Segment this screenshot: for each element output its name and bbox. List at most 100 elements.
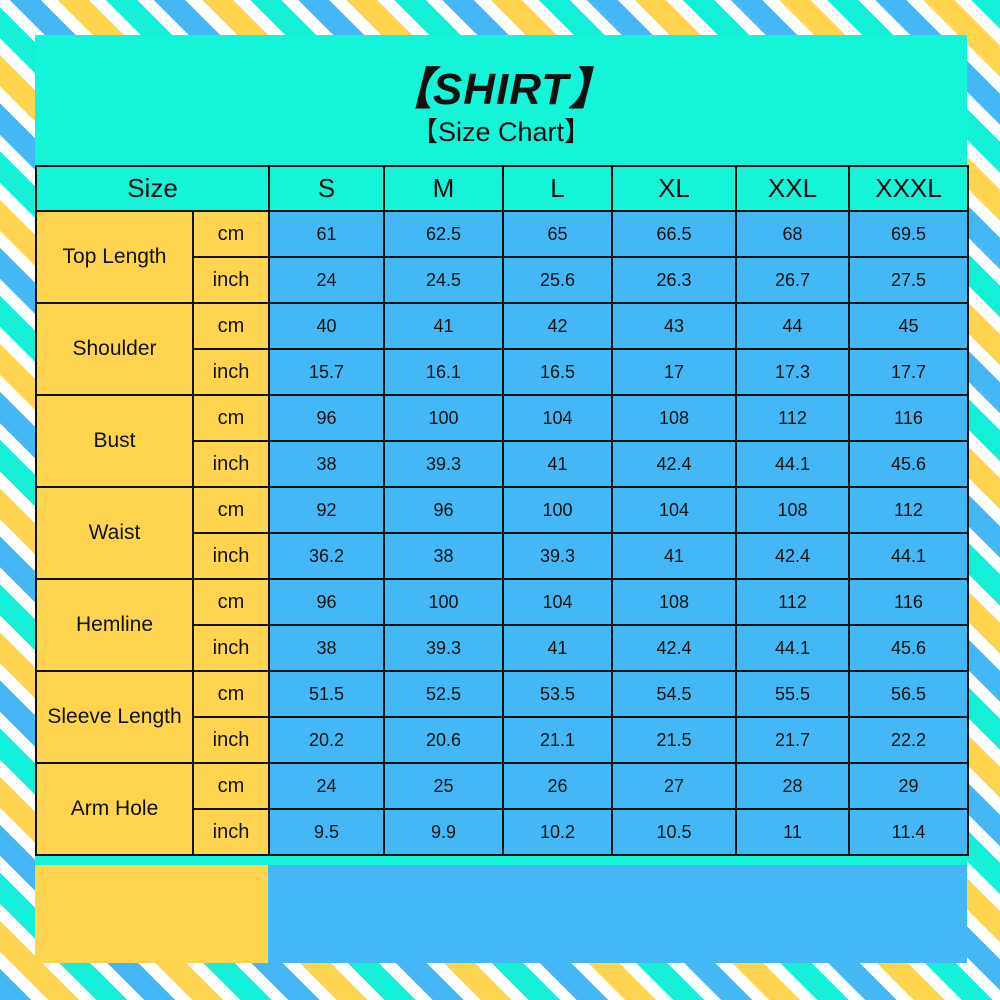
size-table: Size S M L XL XXL XXXL Top Length cm 61 62.5 65 66.… [35, 165, 969, 856]
value-cell: 24 [268, 762, 385, 810]
value-cell: 28 [735, 762, 850, 810]
size-header-s: S [268, 165, 385, 212]
measurement-label: Sleeve Length [35, 670, 194, 764]
value-cell: 108 [611, 394, 737, 442]
value-cell: 45 [848, 302, 969, 350]
value-cell: 96 [268, 394, 385, 442]
value-cell: 17.7 [848, 348, 969, 396]
value-cell: 68 [735, 210, 850, 258]
measurement-label: Shoulder [35, 302, 194, 396]
table-row: Bust cm 96 100 104 108 112 116 [35, 394, 969, 488]
value-cell: 9.9 [383, 808, 504, 856]
value-cell: 42.4 [611, 440, 737, 488]
unit-label: inch [192, 532, 270, 580]
value-cell: 29 [848, 762, 969, 810]
value-cell: 26 [502, 762, 613, 810]
value-cell: 104 [611, 486, 737, 534]
unit-label: cm [192, 302, 270, 350]
value-cell: 62.5 [383, 210, 504, 258]
header-row: Size S M L XL XXL XXXL [35, 165, 969, 212]
value-cell: 17.3 [735, 348, 850, 396]
value-cell: 9.5 [268, 808, 385, 856]
value-cell: 108 [611, 578, 737, 626]
value-cell: 45.6 [848, 440, 969, 488]
value-cell: 100 [383, 578, 504, 626]
value-cell: 45.6 [848, 624, 969, 672]
measurement-label: Arm Hole [35, 762, 194, 856]
value-cell: 104 [502, 578, 613, 626]
size-header-xl: XL [611, 165, 737, 212]
unit-label: inch [192, 348, 270, 396]
measurement-label: Bust [35, 394, 194, 488]
size-header: Size [35, 165, 270, 212]
unit-label: cm [192, 578, 270, 626]
table-row: Sleeve Length cm 51.5 52.5 53.5 54.5 55.5 56.5 [35, 670, 969, 764]
value-cell: 41 [383, 302, 504, 350]
value-cell: 27.5 [848, 256, 969, 304]
measurement-label: Top Length [35, 210, 194, 304]
footer-blue-block [268, 865, 967, 963]
value-cell: 42.4 [735, 532, 850, 580]
value-cell: 116 [848, 394, 969, 442]
value-cell: 112 [735, 394, 850, 442]
value-cell: 38 [383, 532, 504, 580]
value-cell: 21.7 [735, 716, 850, 764]
value-cell: 96 [268, 578, 385, 626]
value-cell: 56.5 [848, 670, 969, 718]
value-cell: 44.1 [848, 532, 969, 580]
value-cell: 10.2 [502, 808, 613, 856]
unit-label: inch [192, 440, 270, 488]
value-cell: 24 [268, 256, 385, 304]
value-cell: 16.5 [502, 348, 613, 396]
value-cell: 25.6 [502, 256, 613, 304]
value-cell: 22.2 [848, 716, 969, 764]
table-row: inch 24 24.5 25.6 26.3 26.7 27.5 [36, 256, 969, 304]
table-row: inch 36.2 38 39.3 41 42.4 44.1 [36, 532, 969, 580]
value-cell: 44 [735, 302, 850, 350]
value-cell: 26.7 [735, 256, 850, 304]
value-cell: 38 [268, 440, 385, 488]
unit-label: cm [192, 762, 270, 810]
table-row: inch 38 39.3 41 42.4 44.1 45.6 [36, 624, 969, 672]
size-header-l: L [502, 165, 613, 212]
unit-label: inch [192, 808, 270, 856]
unit-label: cm [192, 394, 270, 442]
value-cell: 17 [611, 348, 737, 396]
table-row: inch 38 39.3 41 42.4 44.1 45.6 [36, 440, 969, 488]
table-row: Waist cm 92 96 100 104 108 112 [35, 486, 969, 580]
value-cell: 100 [383, 394, 504, 442]
value-cell: 116 [848, 578, 969, 626]
value-cell: 26.3 [611, 256, 737, 304]
value-cell: 38 [268, 624, 385, 672]
size-header-xxl: XXL [735, 165, 850, 212]
value-cell: 112 [848, 486, 969, 534]
value-cell: 24.5 [383, 256, 504, 304]
title-block: 【SHIRT】 【Size Chart】 [35, 65, 967, 149]
value-cell: 42.4 [611, 624, 737, 672]
measurement-label: Hemline [35, 578, 194, 672]
value-cell: 39.3 [502, 532, 613, 580]
table-row: Top Length cm 61 62.5 65 66.5 68 69.5 [35, 210, 969, 304]
value-cell: 61 [268, 210, 385, 258]
value-cell: 55.5 [735, 670, 850, 718]
value-cell: 69.5 [848, 210, 969, 258]
unit-label: cm [192, 670, 270, 718]
table-row: inch 20.2 20.6 21.1 21.5 21.7 22.2 [36, 716, 969, 764]
value-cell: 100 [502, 486, 613, 534]
value-cell: 108 [735, 486, 850, 534]
value-cell: 53.5 [502, 670, 613, 718]
table-row: Shoulder cm 40 41 42 43 44 45 [35, 302, 969, 396]
value-cell: 10.5 [611, 808, 737, 856]
value-cell: 11.4 [848, 808, 969, 856]
value-cell: 21.1 [502, 716, 613, 764]
value-cell: 41 [502, 624, 613, 672]
table-row: inch 15.7 16.1 16.5 17 17.3 17.7 [36, 348, 969, 396]
value-cell: 52.5 [383, 670, 504, 718]
value-cell: 39.3 [383, 624, 504, 672]
unit-label: inch [192, 716, 270, 764]
value-cell: 40 [268, 302, 385, 350]
value-cell: 41 [611, 532, 737, 580]
unit-label: inch [192, 256, 270, 304]
value-cell: 96 [383, 486, 504, 534]
chart-subtitle: 【Size Chart】 [410, 117, 592, 147]
